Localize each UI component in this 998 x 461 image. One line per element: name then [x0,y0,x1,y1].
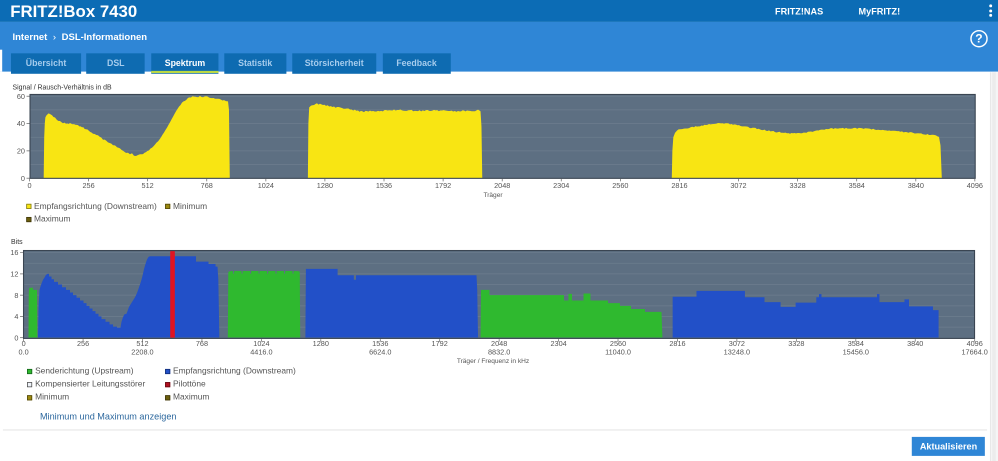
svg-text:2304: 2304 [553,181,569,190]
svg-text:Signal / Rausch-Verhältnis in: Signal / Rausch-Verhältnis in dB [12,84,111,91]
svg-text:1792: 1792 [432,339,448,348]
svg-text:4096: 4096 [967,181,983,190]
svg-text:15456.0: 15456.0 [843,347,869,356]
svg-text:4: 4 [14,312,18,321]
svg-text:2048: 2048 [491,339,507,348]
svg-text:2208.0: 2208.0 [131,347,153,356]
svg-text:2816: 2816 [671,181,687,190]
svg-text:1280: 1280 [317,181,333,190]
svg-text:4416.0: 4416.0 [250,347,272,356]
svg-text:0.0: 0.0 [19,347,29,356]
svg-text:11040.0: 11040.0 [605,347,631,356]
svg-text:60: 60 [17,92,25,101]
svg-text:3584: 3584 [848,339,864,348]
svg-text:0: 0 [22,339,26,348]
svg-text:0: 0 [21,174,25,183]
svg-text:1280: 1280 [313,339,329,348]
svg-text:Träger: Träger [483,192,503,199]
svg-text:2560: 2560 [612,181,628,190]
svg-text:0: 0 [27,181,31,190]
svg-text:768: 768 [196,339,208,348]
svg-text:1536: 1536 [376,181,392,190]
svg-text:1536: 1536 [372,339,388,348]
svg-text:3840: 3840 [907,339,923,348]
svg-text:3328: 3328 [789,181,805,190]
svg-text:12: 12 [10,269,18,278]
svg-text:1024: 1024 [258,181,274,190]
svg-text:8832.0: 8832.0 [488,347,510,356]
svg-text:Bits: Bits [11,239,23,246]
svg-text:3840: 3840 [908,181,924,190]
svg-text:2304: 2304 [550,339,566,348]
svg-text:17664.0: 17664.0 [961,347,987,356]
svg-text:20: 20 [17,146,25,155]
svg-text:3072: 3072 [729,339,745,348]
svg-text:4096: 4096 [967,339,983,348]
svg-text:2048: 2048 [494,181,510,190]
svg-text:3584: 3584 [849,181,865,190]
svg-text:6624.0: 6624.0 [369,347,391,356]
svg-text:2560: 2560 [610,339,626,348]
svg-text:2816: 2816 [669,339,685,348]
svg-text:3072: 3072 [730,181,746,190]
svg-text:256: 256 [82,181,94,190]
svg-text:1024: 1024 [253,339,269,348]
svg-text:8: 8 [14,291,18,300]
svg-text:13248.0: 13248.0 [724,347,750,356]
svg-text:512: 512 [136,339,148,348]
svg-text:Träger / Frequenz in kHz: Träger / Frequenz in kHz [457,358,529,365]
svg-text:40: 40 [17,119,25,128]
svg-text:0: 0 [14,333,18,342]
svg-text:3328: 3328 [788,339,804,348]
svg-text:1792: 1792 [435,181,451,190]
svg-text:256: 256 [77,339,89,348]
svg-text:512: 512 [142,181,154,190]
svg-text:768: 768 [201,181,213,190]
svg-text:16: 16 [10,248,18,257]
